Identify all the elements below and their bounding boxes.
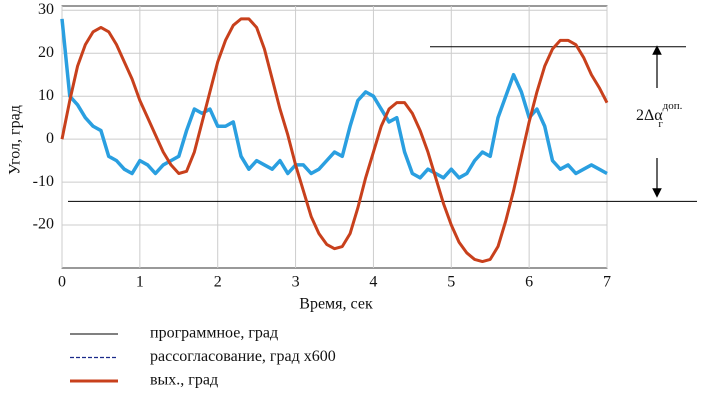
series-line xyxy=(60,18,608,180)
series-line xyxy=(60,17,609,264)
x-tick-label: 4 xyxy=(369,274,377,291)
annotation-sub: г xyxy=(658,118,663,130)
x-tick-label: 1 xyxy=(136,274,144,291)
y-tick-label: 10 xyxy=(38,87,54,104)
x-tick-label: 5 xyxy=(447,274,455,291)
y-tick-label: 0 xyxy=(46,130,54,147)
annotation: 2Δαдоп. г xyxy=(636,100,683,130)
y-tick-label: 20 xyxy=(38,44,54,61)
y-axis-label: Угол, град xyxy=(7,105,24,175)
x-tick-label: 3 xyxy=(292,274,300,291)
x-axis-label: Время, сек xyxy=(299,296,373,313)
legend-label: рассогласование, град х600 xyxy=(150,348,336,365)
x-tick-label: 7 xyxy=(603,274,611,291)
y-tick-label: -20 xyxy=(33,216,54,233)
x-tick-label: 6 xyxy=(525,274,533,291)
y-tick-label: 30 xyxy=(38,1,54,18)
y-tick-label: -10 xyxy=(33,173,54,190)
annotation-sup: доп. xyxy=(663,100,683,112)
legend-label: вых., град xyxy=(150,372,218,389)
x-tick-label: 2 xyxy=(214,274,222,291)
legend-label: программное, град xyxy=(150,325,278,342)
x-tick-label: 0 xyxy=(58,274,66,291)
plot-area xyxy=(61,5,608,269)
annotation-text: 2Δα xyxy=(636,107,663,124)
